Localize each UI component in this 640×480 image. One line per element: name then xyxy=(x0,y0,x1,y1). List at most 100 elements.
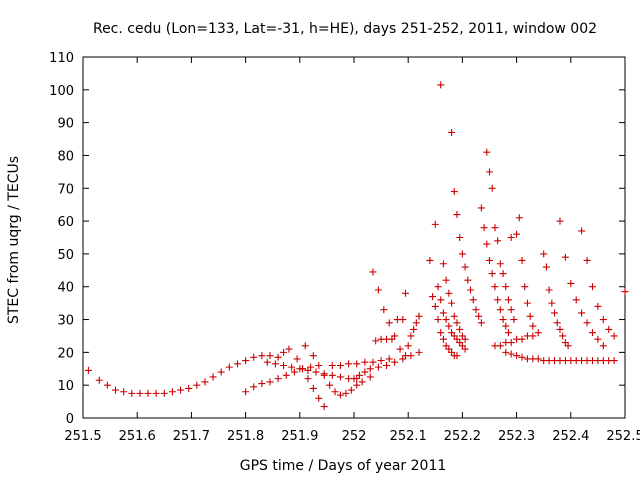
data-point xyxy=(499,316,507,324)
data-point xyxy=(456,325,464,333)
data-point xyxy=(407,332,415,340)
data-point xyxy=(445,322,453,330)
y-tick-label: 0 xyxy=(66,412,74,427)
x-axis-label: GPS time / Days of year 2011 xyxy=(240,458,447,474)
data-point xyxy=(361,368,369,376)
data-point xyxy=(450,188,458,196)
data-point xyxy=(336,391,344,399)
x-tick-label: 252.3 xyxy=(498,429,535,444)
data-point xyxy=(95,376,103,384)
data-point xyxy=(564,342,572,350)
data-point xyxy=(266,378,274,386)
data-point xyxy=(599,316,607,324)
data-point xyxy=(258,352,266,360)
data-point xyxy=(429,293,437,301)
data-point xyxy=(385,355,393,363)
data-point xyxy=(499,270,507,278)
x-tick-label: 251.7 xyxy=(173,429,210,444)
data-point xyxy=(103,381,111,389)
data-point xyxy=(496,260,504,268)
data-point xyxy=(233,360,241,368)
x-tick-label: 252.1 xyxy=(390,429,427,444)
data-point xyxy=(434,316,442,324)
data-point xyxy=(355,371,363,379)
y-tick-label: 10 xyxy=(57,379,74,394)
data-point xyxy=(288,363,296,371)
data-point xyxy=(540,250,548,258)
data-point xyxy=(483,240,491,248)
data-point xyxy=(561,253,569,261)
data-point xyxy=(369,268,377,276)
data-point xyxy=(404,342,412,350)
y-tick-label: 80 xyxy=(57,149,74,164)
data-point xyxy=(120,388,128,396)
data-point xyxy=(385,319,393,327)
data-point xyxy=(209,373,217,381)
data-point xyxy=(201,378,209,386)
data-point xyxy=(583,256,591,264)
data-point xyxy=(280,361,288,369)
data-point xyxy=(320,371,328,379)
data-point xyxy=(160,389,168,397)
data-point xyxy=(290,368,298,376)
data-point xyxy=(477,319,485,327)
data-point xyxy=(507,306,515,314)
data-point xyxy=(507,339,515,347)
data-point xyxy=(518,353,526,361)
data-point xyxy=(282,371,290,379)
data-point xyxy=(621,288,629,296)
data-point xyxy=(437,329,445,337)
y-axis-label: STEC from uqrg / TECUs xyxy=(6,156,22,324)
data-point xyxy=(315,394,323,402)
data-point xyxy=(374,286,382,294)
data-point xyxy=(217,368,225,376)
data-point xyxy=(152,389,160,397)
data-point xyxy=(513,352,521,360)
data-point xyxy=(312,368,320,376)
data-point xyxy=(299,365,307,373)
data-point xyxy=(572,296,580,304)
data-point xyxy=(588,329,596,337)
data-point xyxy=(453,352,461,360)
data-point xyxy=(328,361,336,369)
data-point xyxy=(353,381,361,389)
data-point xyxy=(293,355,301,363)
data-point xyxy=(285,345,293,353)
data-point xyxy=(461,345,469,353)
data-point xyxy=(578,227,586,235)
data-point xyxy=(369,358,377,366)
data-point xyxy=(458,250,466,258)
data-point xyxy=(415,312,423,320)
data-point xyxy=(472,306,480,314)
data-point xyxy=(610,332,618,340)
data-point xyxy=(494,237,502,245)
data-point xyxy=(583,319,591,327)
data-point xyxy=(548,299,556,307)
data-point xyxy=(412,319,420,327)
data-point xyxy=(242,388,250,396)
data-point xyxy=(553,319,561,327)
data-point xyxy=(320,403,328,411)
data-point xyxy=(502,283,510,291)
data-point xyxy=(488,184,496,192)
data-point xyxy=(328,371,336,379)
data-point xyxy=(274,375,282,383)
data-point xyxy=(599,342,607,350)
data-point xyxy=(502,322,510,330)
data-point xyxy=(401,289,409,297)
data-point xyxy=(437,296,445,304)
data-point xyxy=(388,335,396,343)
data-point xyxy=(431,302,439,310)
data-point xyxy=(399,316,407,324)
data-point xyxy=(486,256,493,264)
data-point xyxy=(464,276,472,284)
data-point xyxy=(496,306,504,314)
data-point xyxy=(250,383,258,391)
data-point xyxy=(309,352,317,360)
data-point xyxy=(496,342,504,350)
y-tick-label: 20 xyxy=(57,346,74,361)
data-point xyxy=(477,204,485,212)
data-point xyxy=(534,355,542,363)
data-point xyxy=(445,289,453,297)
data-point xyxy=(410,325,418,333)
